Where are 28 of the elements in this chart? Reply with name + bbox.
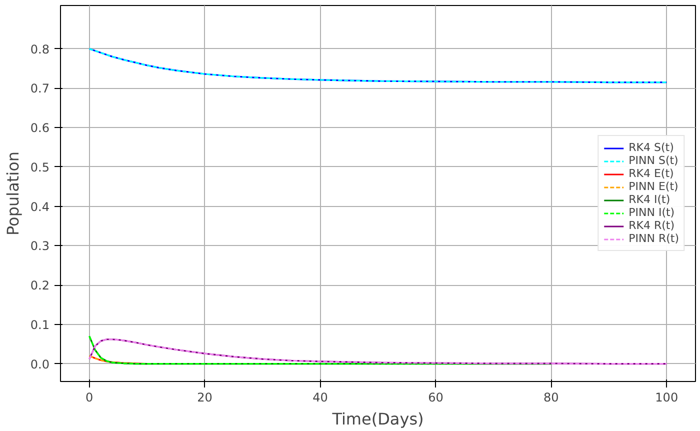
y-tick-label: 0.4 — [30, 200, 50, 214]
y-tick-label: 0.5 — [30, 160, 50, 174]
x-tick-label: 40 — [312, 390, 328, 404]
line-series — [88, 335, 552, 365]
y-tick-label: 0.1 — [30, 318, 50, 332]
x-axis-title: Time(Days) — [331, 410, 424, 428]
legend-label: RK4 S(t) — [628, 141, 674, 154]
y-tick-label: 0.3 — [30, 239, 50, 254]
y-tick-label: 0.2 — [30, 278, 50, 293]
y-tick-label: 0.0 — [30, 357, 50, 372]
x-tick-label: 0 — [86, 390, 94, 404]
legend-label: RK4 R(t) — [628, 219, 675, 232]
line-series — [88, 355, 136, 364]
legend-label: RK4 E(t) — [628, 167, 674, 180]
x-tick-label: 60 — [428, 390, 444, 404]
y-tick-label: 0.6 — [30, 121, 50, 136]
line-series — [88, 48, 668, 84]
legend-label: PINN I(t) — [628, 206, 675, 219]
x-tick-label: 100 — [655, 390, 678, 404]
legend-label: PINN E(t) — [628, 180, 678, 193]
y-tick-label: 0.7 — [30, 82, 50, 96]
y-tick-label: 0.8 — [30, 42, 50, 56]
y-axis-title: Population — [3, 151, 22, 236]
x-tick-label: 20 — [197, 390, 212, 404]
legend-label: RK4 I(t) — [628, 193, 670, 206]
x-tick-label: 80 — [544, 390, 559, 404]
legend-label: PINN S(t) — [628, 154, 678, 167]
legend-label: PINN R(t) — [628, 232, 679, 245]
